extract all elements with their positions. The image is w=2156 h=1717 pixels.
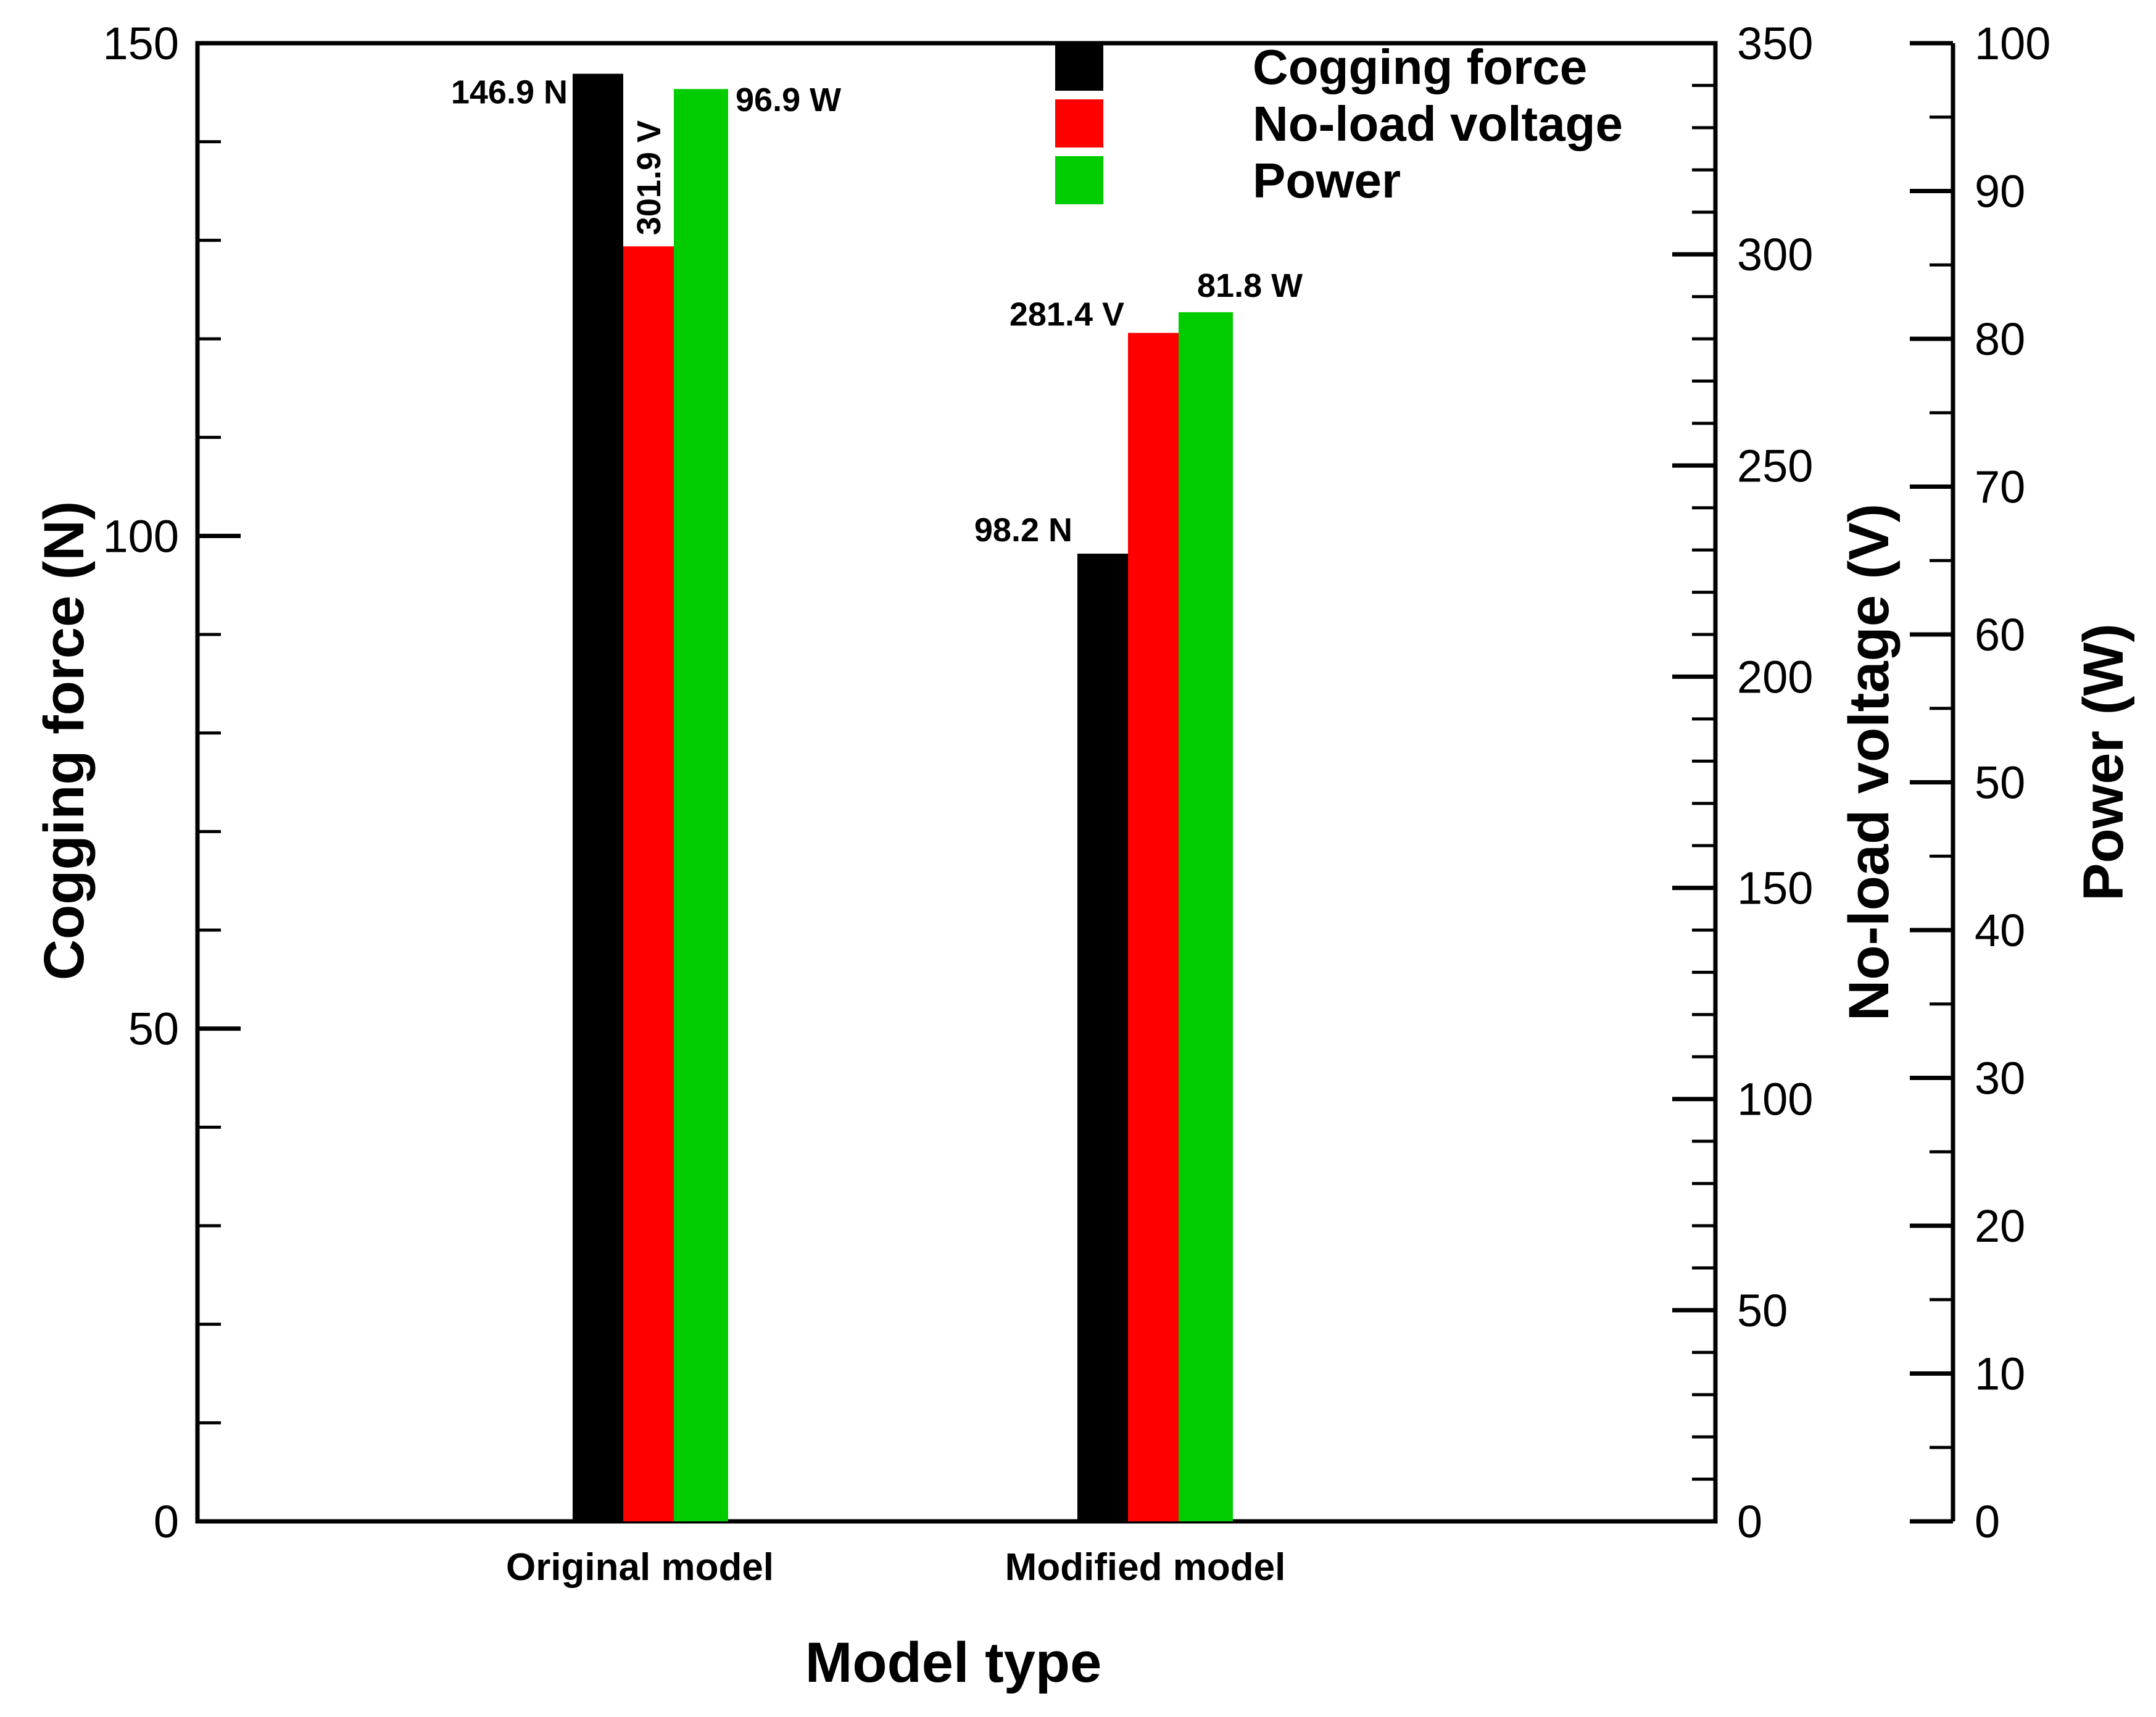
right2-tick-label: 70 <box>1975 462 2025 513</box>
right2-tick-label: 50 <box>1975 757 2025 809</box>
bars-layer <box>573 73 1233 1522</box>
left-tick-label: 50 <box>128 1004 179 1055</box>
y-axis-right1-title: No-load voltage (V) <box>1838 504 1901 1021</box>
bar-power <box>1179 312 1233 1521</box>
right1-tick-label: 200 <box>1737 651 1813 702</box>
legend-label: Cogging force <box>1253 39 1587 94</box>
bar-cogging-force <box>1077 554 1128 1522</box>
plot-frame <box>195 41 1718 1524</box>
right2-tick-label: 30 <box>1975 1053 2025 1104</box>
right1-tick-label: 350 <box>1737 18 1813 69</box>
legend-swatch <box>1055 43 1103 91</box>
bar-power <box>674 89 728 1521</box>
right1-tick-label: 150 <box>1737 863 1813 914</box>
right1-tick-label: 300 <box>1737 229 1813 280</box>
data-label: 281.4 V <box>1010 296 1124 333</box>
legend-label: Power <box>1253 153 1401 208</box>
category-label: Original model <box>506 1546 774 1589</box>
right2-tick-label: 40 <box>1975 905 2025 956</box>
legend-swatch <box>1055 99 1103 148</box>
right1-tick-label: 0 <box>1737 1496 1762 1547</box>
bar-cogging-force <box>573 73 623 1522</box>
bar-no-load-voltage <box>1128 333 1179 1522</box>
left-tick-label: 0 <box>154 1496 179 1547</box>
bar-no-load-voltage <box>623 246 674 1522</box>
data-label: 146.9 N <box>451 73 568 110</box>
axes-layer: 0 50 100 150 0 50 100 150 200 250 300 350 0 10 20 30 40 5… <box>103 18 2051 1547</box>
right2-tick-label: 0 <box>1975 1496 2000 1547</box>
right2-tick-label: 80 <box>1975 314 2025 365</box>
right1-tick-label: 50 <box>1737 1285 1788 1336</box>
labels-layer: Original model Modified model 146.9 N 301.9… <box>451 73 1303 1589</box>
data-label: 301.9 V <box>631 120 668 235</box>
category-label: Modified model <box>1005 1546 1286 1589</box>
x-axis-title: Model type <box>805 1631 1101 1694</box>
right2-tick-label: 20 <box>1975 1200 2025 1252</box>
data-label: 81.8 W <box>1197 267 1303 304</box>
right2-tick-label: 10 <box>1975 1349 2025 1400</box>
right1-tick-label: 100 <box>1737 1074 1813 1125</box>
y-axis-left-title: Cogging force (N) <box>33 501 96 981</box>
right2-tick-label: 100 <box>1975 18 2050 69</box>
left-tick-label: 100 <box>103 510 179 562</box>
legend-label: No-load voltage <box>1253 96 1623 151</box>
left-tick-label: 150 <box>103 18 179 69</box>
data-label: 96.9 W <box>736 81 841 118</box>
right2-tick-label: 60 <box>1975 609 2025 660</box>
y-axis-right2-title: Power (W) <box>2072 623 2135 901</box>
legend-swatch <box>1055 156 1103 204</box>
right2-tick-label: 90 <box>1975 166 2025 217</box>
right1-tick-label: 250 <box>1737 440 1813 491</box>
data-label: 98.2 N <box>974 512 1072 549</box>
